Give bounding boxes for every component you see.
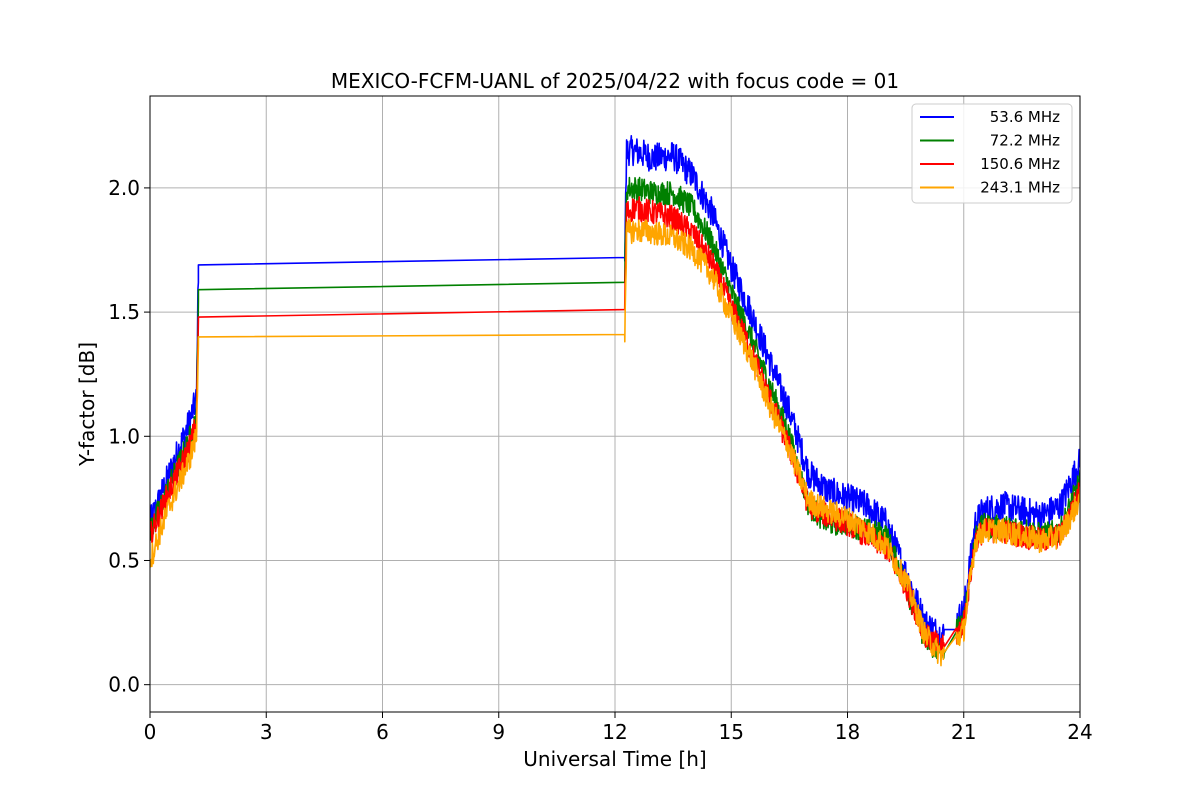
- x-axis-label: Universal Time [h]: [523, 747, 706, 771]
- y-tick-label: 1.0: [108, 424, 140, 448]
- x-tick-label: 24: [1067, 720, 1092, 744]
- chart-title: MEXICO-FCFM-UANL of 2025/04/22 with focu…: [331, 69, 899, 93]
- legend: 53.6 MHz 72.2 MHz 150.6 MHz 243.1 MHz: [911, 103, 1073, 204]
- series-line: [150, 135, 1080, 651]
- legend-label: 243.1 MHz: [980, 179, 1060, 197]
- legend-label: 150.6 MHz: [980, 155, 1060, 173]
- y-axis-ticks: 0.0 0.5 1.0 1.5 2.0: [108, 176, 150, 697]
- legend-label: 53.6 MHz: [990, 108, 1060, 126]
- series-area: [150, 135, 1080, 667]
- x-tick-label: 15: [719, 720, 744, 744]
- x-tick-label: 9: [492, 720, 505, 744]
- x-tick-label: 12: [602, 720, 627, 744]
- y-tick-label: 2.0: [108, 176, 140, 200]
- x-tick-label: 0: [144, 720, 157, 744]
- x-tick-label: 21: [951, 720, 976, 744]
- legend-box: [911, 103, 1073, 204]
- y-axis-label: Y-factor [dB]: [75, 342, 99, 467]
- y-tick-label: 0.5: [108, 548, 140, 572]
- y-tick-label: 0.0: [108, 673, 140, 697]
- x-axis-ticks: 0 3 6 9 12 15 18 21 24: [144, 712, 1093, 744]
- legend-label: 72.2 MHz: [990, 132, 1060, 150]
- x-tick-label: 3: [260, 720, 273, 744]
- series-line: [150, 219, 1080, 667]
- x-tick-label: 18: [835, 720, 860, 744]
- y-tick-label: 1.5: [108, 300, 140, 324]
- x-tick-label: 6: [376, 720, 389, 744]
